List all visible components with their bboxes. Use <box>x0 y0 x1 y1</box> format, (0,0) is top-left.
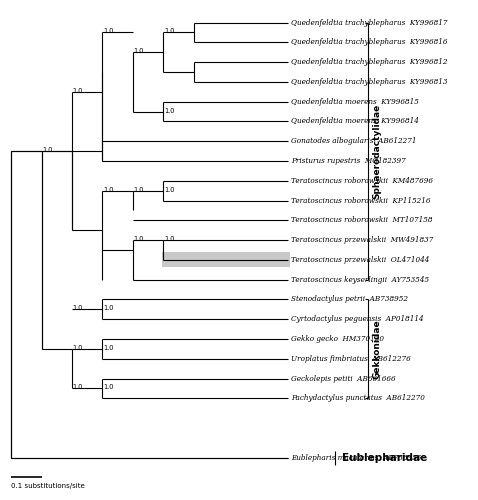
Bar <box>162 252 290 268</box>
Text: Pachydactylus punctatus  AB612270: Pachydactylus punctatus AB612270 <box>291 394 424 402</box>
Text: Teratoscincus roborowskii  KP115216: Teratoscincus roborowskii KP115216 <box>291 196 430 204</box>
Text: Uroplatus fimbriatus  AB612276: Uroplatus fimbriatus AB612276 <box>291 355 411 363</box>
Text: Quedenfeldtia trachyblepharus  KY996812: Quedenfeldtia trachyblepharus KY996812 <box>291 58 447 66</box>
Text: 1.0: 1.0 <box>103 306 113 312</box>
Text: Gekko gecko  HM370130: Gekko gecko HM370130 <box>291 335 384 343</box>
Text: Sphaerodactylidae: Sphaerodactylidae <box>373 104 382 198</box>
Text: 1.0: 1.0 <box>133 48 144 54</box>
Text: 1.0: 1.0 <box>103 345 113 351</box>
Text: Teratoscincus przewalskii  OL471044: Teratoscincus przewalskii OL471044 <box>291 256 429 264</box>
Text: Geckolepis petiti  AB661666: Geckolepis petiti AB661666 <box>291 374 395 382</box>
Text: Pristurus rupestris  MG182397: Pristurus rupestris MG182397 <box>291 157 405 165</box>
Text: 1.0: 1.0 <box>164 28 174 34</box>
Text: Teratoscincus roborowskii  KM487696: Teratoscincus roborowskii KM487696 <box>291 177 433 185</box>
Text: Teratoscincus keyserlingii  AY753545: Teratoscincus keyserlingii AY753545 <box>291 276 429 283</box>
Text: 1.0: 1.0 <box>103 186 113 192</box>
Text: Quedenfeldtia trachyblepharus  KY996816: Quedenfeldtia trachyblepharus KY996816 <box>291 38 447 46</box>
Text: Quedenfeldtia moerens  KY996814: Quedenfeldtia moerens KY996814 <box>291 118 419 126</box>
Text: 1.0: 1.0 <box>164 186 174 192</box>
Text: Teratoscincus roborowskii  MT107158: Teratoscincus roborowskii MT107158 <box>291 216 432 224</box>
Text: 1.0: 1.0 <box>42 147 53 153</box>
Text: Gonatodes albogularis  AB612271: Gonatodes albogularis AB612271 <box>291 137 416 145</box>
Text: 1.0: 1.0 <box>103 28 113 34</box>
Text: 1.0: 1.0 <box>73 88 83 94</box>
Text: 1.0: 1.0 <box>164 108 174 114</box>
Text: Quedenfeldtia trachyblepharus  KY996813: Quedenfeldtia trachyblepharus KY996813 <box>291 78 447 86</box>
Text: Eublepharidae: Eublepharidae <box>342 452 427 462</box>
Text: Teratoscincus przewalskii  MW491837: Teratoscincus przewalskii MW491837 <box>291 236 433 244</box>
Text: Cyrtodactylus peguensis  AP018114: Cyrtodactylus peguensis AP018114 <box>291 315 424 323</box>
Text: 1.0: 1.0 <box>164 236 174 242</box>
Text: Quedenfeldtia trachyblepharus  KY996817: Quedenfeldtia trachyblepharus KY996817 <box>291 18 447 26</box>
Text: 0.1 substitutions/site: 0.1 substitutions/site <box>11 484 85 490</box>
Text: 1.0: 1.0 <box>73 384 83 390</box>
Text: 1.0: 1.0 <box>73 345 83 351</box>
Text: Gekkonidae: Gekkonidae <box>373 319 382 378</box>
Text: 1.0: 1.0 <box>133 236 144 242</box>
Text: 1.0: 1.0 <box>103 384 113 390</box>
Text: Eublepharis macularius  AB738955: Eublepharis macularius AB738955 <box>291 454 421 462</box>
Text: Stenodactylus petrii  AB738952: Stenodactylus petrii AB738952 <box>291 296 408 304</box>
Text: Quedenfeldtia moerens  KY996815: Quedenfeldtia moerens KY996815 <box>291 98 419 106</box>
Text: 1.0: 1.0 <box>73 306 83 312</box>
Text: 1.0: 1.0 <box>133 186 144 192</box>
